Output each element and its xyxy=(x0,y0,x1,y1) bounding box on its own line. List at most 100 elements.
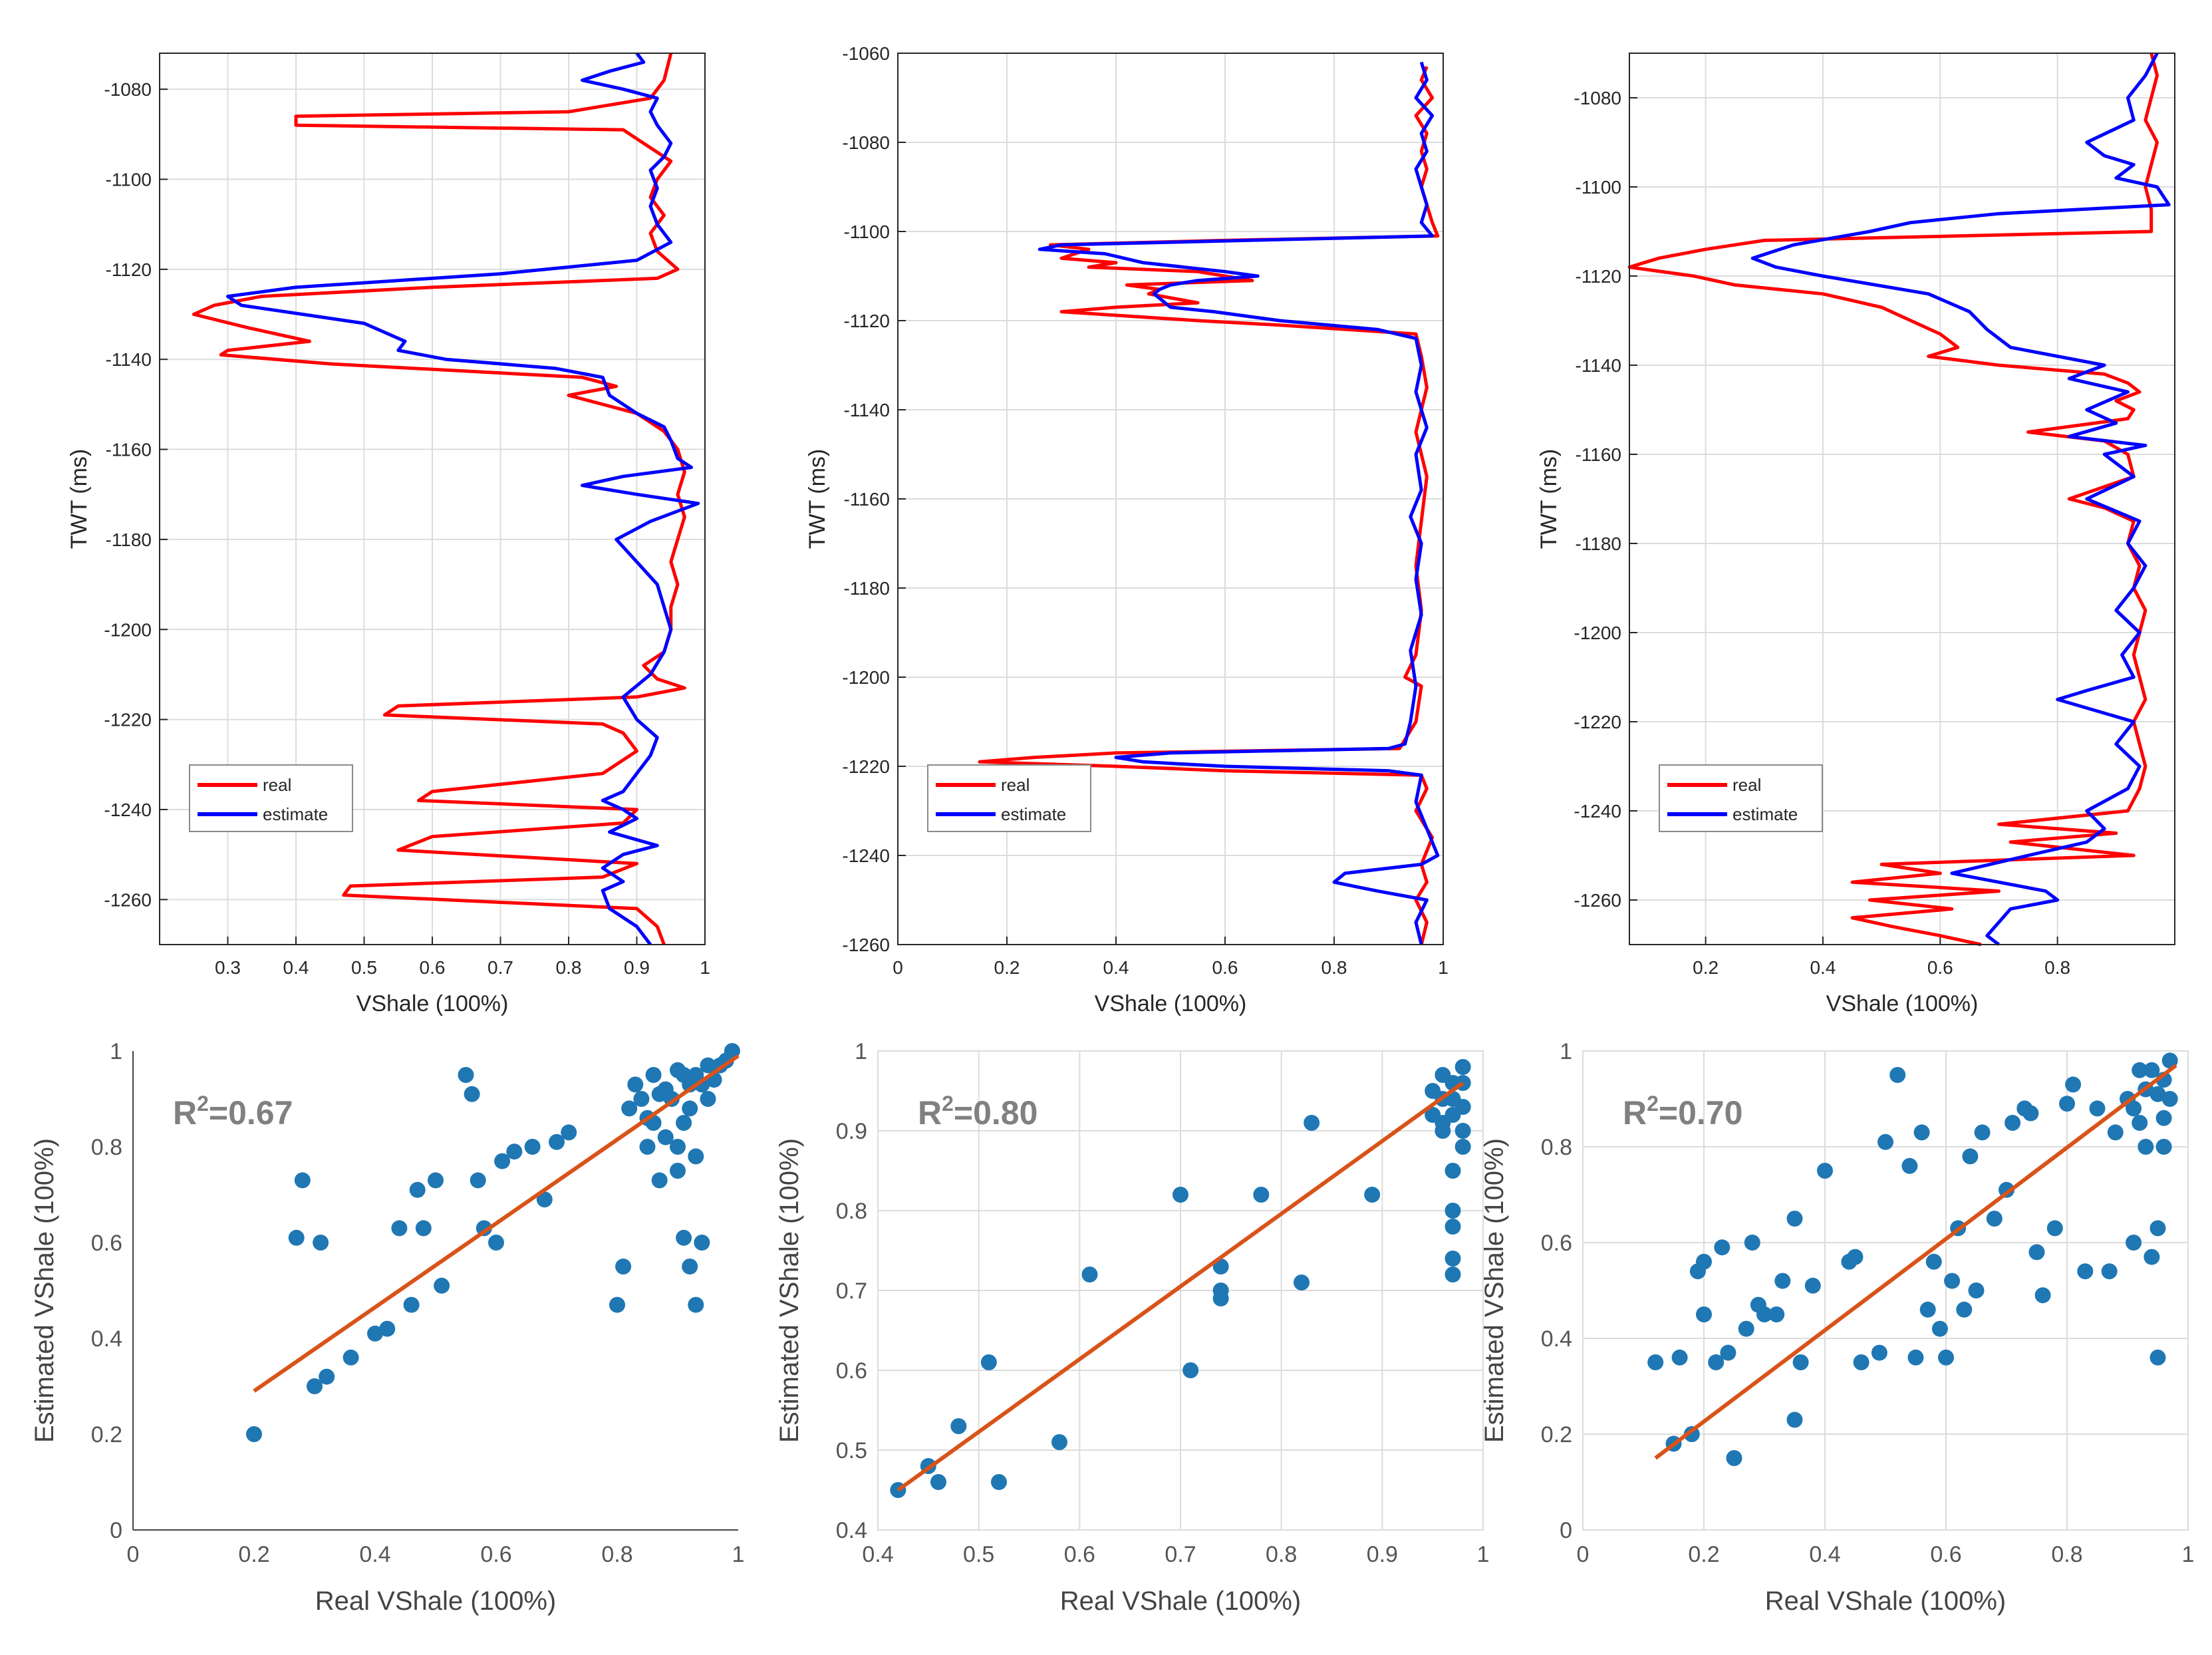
scatter-point xyxy=(313,1235,329,1251)
log-chart-1: 0.3 0.4 0.5 0.6 0.7 0.8 0.9 1 -1080 -1100 -1120 -11… xyxy=(67,52,710,1016)
series-line-estimate xyxy=(226,52,700,946)
scatter-point xyxy=(1454,1059,1471,1075)
scatter-point xyxy=(1968,1282,1985,1298)
x-tick-label: 0.9 xyxy=(624,957,650,978)
scatter-point xyxy=(1804,1277,1821,1294)
scatter-point xyxy=(2143,1249,2160,1265)
y-tick-label: -1140 xyxy=(1575,355,1621,376)
y-tick-label: -1260 xyxy=(842,935,890,955)
scatter-point xyxy=(657,1129,674,1145)
x-tick-label: 0 xyxy=(127,1542,140,1567)
scatter-point xyxy=(2143,1062,2160,1078)
y-tick-label: -1200 xyxy=(104,619,152,640)
scatter-point xyxy=(2126,1100,2142,1117)
y-tick-label: 0.9 xyxy=(836,1119,867,1144)
x-tick-label: 0.2 xyxy=(1693,957,1719,978)
scatter-point xyxy=(1182,1362,1199,1378)
y-tick-label: 0.8 xyxy=(1541,1135,1572,1160)
scatter-point xyxy=(2005,1115,2021,1131)
scatter-point xyxy=(1907,1349,1924,1366)
x-axis-label: Real VShale (100%) xyxy=(1765,1586,2006,1616)
scatter-point xyxy=(1847,1249,1864,1265)
series-line-real xyxy=(978,66,1440,945)
y-tick-label: 0.8 xyxy=(91,1135,122,1160)
x-tick-label: 0.8 xyxy=(2051,1542,2082,1567)
scatter-point xyxy=(694,1235,710,1251)
x-tick-label: 0.4 xyxy=(1809,1542,1840,1567)
scatter-point xyxy=(2132,1115,2148,1131)
y-tick-label: 1 xyxy=(110,1039,122,1064)
scatter-point xyxy=(2149,1220,2166,1237)
scatter-point xyxy=(670,1139,686,1155)
legend-label-estimate: estimate xyxy=(1732,804,1798,824)
x-axis-label: VShale (100%) xyxy=(1826,991,1979,1016)
y-tick-label: -1140 xyxy=(105,349,152,370)
y-tick-label: -1240 xyxy=(842,845,890,866)
crossplot-chart-1: 0 0.2 0.4 0.6 0.8 1 0 0.2 0.4 0.6 0.8 1 R2=0.67 Real … xyxy=(30,1039,744,1616)
scatter-point xyxy=(930,1474,946,1490)
scatter-point xyxy=(1364,1187,1381,1203)
scatter-point xyxy=(391,1220,408,1237)
scatter-point xyxy=(561,1124,577,1141)
scatter-point xyxy=(288,1229,305,1246)
x-axis-label: Real VShale (100%) xyxy=(1060,1586,1301,1616)
r2-base: R xyxy=(918,1094,942,1131)
scatter-point xyxy=(2138,1139,2154,1155)
scatter-point xyxy=(1304,1115,1320,1131)
y-tick-label: 0.4 xyxy=(1541,1326,1572,1352)
r2-base: R xyxy=(1623,1094,1647,1131)
scatter-point xyxy=(980,1354,997,1370)
x-tick-label: 0 xyxy=(1577,1542,1590,1567)
fit-line xyxy=(1654,1064,2177,1460)
y-tick-label: 0.5 xyxy=(836,1438,867,1463)
y-tick-label: 0.4 xyxy=(836,1518,867,1543)
scatter-point xyxy=(524,1139,541,1155)
log-chart-2: 0 0.2 0.4 0.6 0.8 1 -1060 -1080 -1100 -1120 -1140 -… xyxy=(805,43,1449,1016)
scatter-point xyxy=(246,1426,262,1442)
scatter-point xyxy=(1454,1139,1471,1155)
y-tick-label: -1080 xyxy=(1574,88,1621,108)
scatter-point xyxy=(319,1368,335,1385)
x-tick-label: 0.7 xyxy=(1165,1542,1196,1567)
series-line-estimate xyxy=(1750,52,2171,946)
x-tick-label: 1 xyxy=(1477,1542,1490,1567)
scatter-point xyxy=(307,1378,323,1394)
y-tick-label: -1240 xyxy=(104,800,152,820)
x-tick-label: 1 xyxy=(1438,957,1449,978)
scatter-point xyxy=(470,1172,486,1189)
y-tick-label: -1200 xyxy=(1574,623,1621,643)
scatter-point xyxy=(991,1474,1007,1490)
x-axis-label: Real VShale (100%) xyxy=(315,1586,556,1616)
r2-base: R xyxy=(173,1094,197,1131)
scatter-point xyxy=(409,1181,426,1198)
scatter-point xyxy=(1817,1163,1833,1179)
scatter-point xyxy=(428,1172,444,1189)
plot-frame xyxy=(1629,53,2175,945)
y-tick-label: 1 xyxy=(1560,1039,1572,1064)
scatter-point xyxy=(676,1229,692,1246)
scatter-point xyxy=(1853,1354,1869,1370)
y-tick-label: -1200 xyxy=(842,667,890,688)
r-squared-annotation: R2=0.70 xyxy=(1623,1092,1742,1131)
log-chart-3: 0.2 0.4 0.6 0.8 -1080 -1100 -1120 -1140 -1160 -11… xyxy=(1536,52,2175,1016)
scatter-point xyxy=(1714,1239,1730,1256)
y-tick-label: -1260 xyxy=(1574,890,1621,911)
x-tick-label: 0.2 xyxy=(994,957,1020,978)
scatter-point xyxy=(506,1143,523,1160)
series-line-estimate xyxy=(1037,61,1440,945)
x-tick-label: 0.6 xyxy=(420,957,446,978)
r2-superscript: 2 xyxy=(942,1092,954,1116)
legend-label-real: real xyxy=(263,775,291,795)
x-tick-label: 0.4 xyxy=(862,1542,893,1567)
x-tick-label: 0.2 xyxy=(1688,1542,1719,1567)
plot-frame xyxy=(159,53,706,945)
scatter-point xyxy=(1051,1434,1067,1450)
scatter-point xyxy=(609,1296,625,1313)
y-tick-label: -1140 xyxy=(843,400,890,420)
x-axis-label: VShale (100%) xyxy=(356,991,509,1016)
x-tick-label: 0.6 xyxy=(1212,957,1238,978)
scatter-point xyxy=(458,1067,474,1083)
y-tick-label: -1120 xyxy=(843,311,890,331)
scatter-point xyxy=(488,1235,504,1251)
y-tick-label: 0.6 xyxy=(1541,1231,1572,1256)
